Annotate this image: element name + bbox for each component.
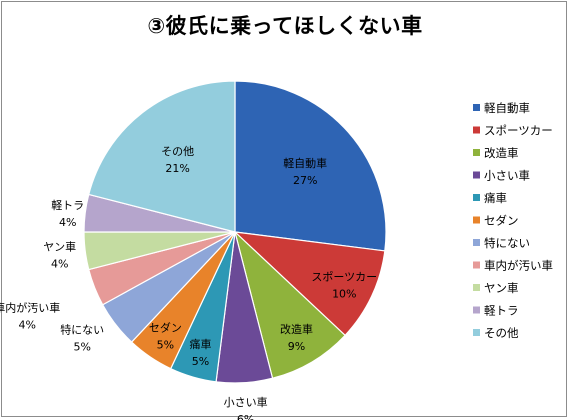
legend-label-6: セダン [484, 214, 519, 228]
legend-label-7: 特にない [484, 236, 530, 250]
legend-label-1: 軽自動車 [484, 101, 530, 115]
legend-label-11: その他 [484, 326, 519, 340]
legend-label-4: 小さい車 [484, 169, 530, 183]
data-label-category-8: 車内が汚い車 [0, 300, 60, 314]
data-label-percent-10: 4% [59, 216, 76, 229]
legend-swatch-1 [473, 104, 480, 111]
legend-swatch-4 [473, 171, 480, 179]
data-label-percent-9: 4% [51, 257, 68, 270]
legend-label-3: 改造車 [484, 146, 519, 160]
legend-swatch-6 [473, 216, 480, 224]
pie-slice-3 [233, 230, 346, 379]
data-label-percent-7: 5% [73, 341, 90, 354]
data-label-category-6: セダン [149, 320, 182, 334]
legend-label-9: ヤン車 [484, 281, 519, 295]
data-label-category-9: ヤン車 [43, 239, 76, 253]
legend-swatch-10 [473, 306, 480, 314]
legend-swatch-8 [473, 261, 480, 269]
legend-swatch-3 [473, 149, 480, 156]
data-label-percent-4: 6% [237, 413, 254, 420]
data-label-category-1: 軽自動車 [283, 156, 327, 170]
legend-swatch-2 [473, 126, 480, 134]
legend-swatch-11 [473, 329, 480, 336]
data-label-percent-8: 4% [18, 318, 35, 331]
data-label-category-3: 改造車 [280, 322, 313, 336]
data-label-category-2: スポーツカー [311, 270, 377, 283]
legend-swatch-9 [473, 284, 480, 291]
data-label-category-7: 特にない [60, 323, 104, 337]
data-label-category-5: 痛車 [190, 337, 212, 351]
pie-slice-2 [233, 231, 386, 337]
data-label-category-10: 軽トラ [51, 199, 84, 212]
data-label-percent-5: 5% [192, 355, 209, 368]
legend-label-10: 軽トラ [484, 304, 519, 318]
data-label-percent-2: 10% [332, 287, 356, 300]
data-label-percent-3: 9% [288, 340, 305, 353]
data-label-category-11: その他 [161, 145, 194, 158]
chart-title: ③彼氏に乗ってほしくない車 [147, 14, 423, 38]
pie-slice-11 [88, 80, 236, 233]
data-label-category-4: 小さい車 [224, 395, 268, 409]
data-label-percent-11: 21% [165, 162, 189, 175]
data-label-percent-1: 27% [293, 174, 317, 187]
legend-swatch-5 [473, 194, 480, 201]
pie-slice-1 [234, 80, 387, 252]
legend-label-2: スポーツカー [484, 124, 553, 138]
legend-label-8: 車内が汚い車 [484, 259, 553, 273]
data-label-percent-6: 5% [157, 338, 174, 351]
legend-swatch-7 [473, 239, 480, 246]
legend-label-5: 痛車 [484, 191, 507, 205]
